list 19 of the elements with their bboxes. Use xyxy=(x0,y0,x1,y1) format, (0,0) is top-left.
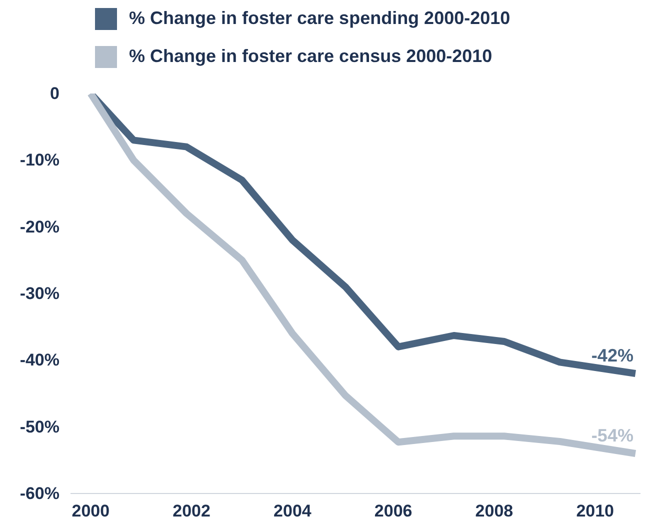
x-tick-label: 2000 xyxy=(72,502,110,518)
y-tick-label: -10% xyxy=(20,150,60,170)
x-tick-label: 2006 xyxy=(374,502,412,518)
legend-item: % Change in foster care census 2000-2010 xyxy=(95,44,492,70)
y-tick-label: -60% xyxy=(20,484,60,503)
x-tick-label: 2004 xyxy=(274,502,312,518)
y-tick-label: -50% xyxy=(20,417,60,436)
x-tick-label: 2002 xyxy=(172,502,210,518)
y-tick-label: -20% xyxy=(20,217,60,236)
y-tick-label: -40% xyxy=(20,350,60,370)
annotation: -54% xyxy=(591,426,634,446)
y-tick-label: -30% xyxy=(20,284,60,303)
legend-item: % Change in foster care spending 2000-2010 xyxy=(95,6,510,32)
x-tick-label: 2010 xyxy=(576,502,614,518)
annotation: -42% xyxy=(591,346,634,366)
legend-label: % Change in foster care spending 2000-2010 xyxy=(129,7,510,30)
x-tick-label: 2008 xyxy=(475,502,514,518)
y-tick-label: 0 xyxy=(50,84,60,103)
legend-label: % Change in foster care census 2000-2010 xyxy=(129,44,492,68)
